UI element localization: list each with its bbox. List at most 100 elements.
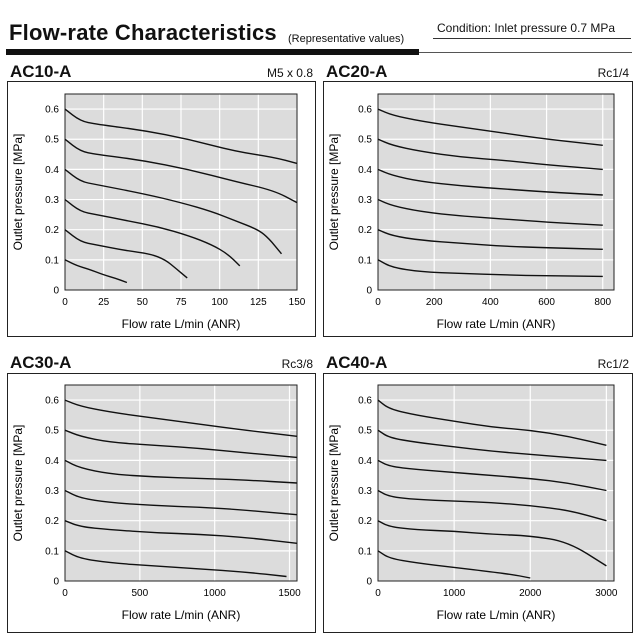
series-line-2 (377, 429, 607, 462)
series-line-6 (64, 550, 287, 578)
y-tick-label: 0.5 (45, 135, 59, 146)
series-line-4 (377, 198, 603, 226)
y-axis-label: Outlet pressure [MPa] (327, 425, 341, 542)
plot-area (378, 94, 614, 290)
panel-ac20-port: Rc1/4 (597, 66, 629, 80)
y-tick-label: 0 (53, 577, 59, 588)
panel-ac40-port: Rc1/2 (597, 357, 629, 371)
series-line-3 (377, 168, 603, 196)
panel-ac20-title: AC20-A (326, 62, 388, 81)
x-tick-label: 75 (175, 297, 187, 308)
y-tick-label: 0.5 (358, 426, 372, 437)
y-tick-label: 0.3 (358, 195, 372, 206)
test-condition: Condition: Inlet pressure 0.7 MPa (437, 21, 616, 35)
y-tick-label: 0.2 (45, 225, 59, 236)
series-line-5 (377, 229, 603, 250)
y-tick-label: 0.6 (45, 105, 59, 116)
series-line-1 (377, 108, 603, 146)
y-tick-label: 0.2 (358, 516, 372, 527)
x-tick-label: 2000 (519, 588, 542, 599)
panel-ac10-title: AC10-A (10, 62, 72, 81)
y-axis-label: Outlet pressure [MPa] (11, 425, 25, 542)
series-line-2 (64, 429, 298, 459)
chart-ac20: 0 200 400 600 800 0 0.1 0.2 0.3 0.4 0.5 0.6 Flow rat… (327, 93, 615, 331)
plot-frame (64, 93, 298, 291)
series-line-4 (377, 489, 607, 522)
y-tick-label: 0.1 (45, 546, 59, 557)
x-axis-label: Flow rate L/min (ANR) (122, 608, 241, 622)
series-line-3 (377, 459, 607, 492)
series-line-6 (377, 550, 531, 579)
series-line-5 (64, 229, 188, 279)
y-tick-label: 0.3 (45, 195, 59, 206)
y-tick-label: 0.1 (45, 255, 59, 266)
panel-ac30-title: AC30-A (10, 353, 72, 372)
series-line-1 (64, 399, 298, 437)
x-tick-label: 1000 (443, 588, 466, 599)
x-tick-label: 0 (62, 297, 68, 308)
series-line-1 (377, 399, 607, 446)
plot-frame (377, 93, 615, 291)
panel-ac40-frame: 0 1000 2000 3000 0 0.1 0.2 0.3 0.4 0.5 0.6 Flow rat… (323, 373, 633, 633)
condition-underline (433, 38, 631, 39)
page-subtitle: (Representative values) (288, 33, 405, 45)
x-tick-label: 0 (375, 588, 381, 599)
series-line-3 (64, 459, 298, 484)
x-tick-label: 500 (131, 588, 148, 599)
y-tick-label: 0.6 (358, 105, 372, 116)
x-tick-label: 0 (62, 588, 68, 599)
x-tick-label: 1500 (278, 588, 301, 599)
header-rule-thick (6, 49, 419, 55)
series-line-6 (377, 259, 603, 278)
panel-ac40-title: AC40-A (326, 353, 388, 372)
x-tick-label: 125 (250, 297, 267, 308)
y-tick-label: 0.4 (358, 165, 372, 176)
x-axis-label: Flow rate L/min (ANR) (437, 608, 556, 622)
y-tick-label: 0.6 (358, 396, 372, 407)
panel-ac30-port: Rc3/8 (281, 357, 313, 371)
plot-area (65, 385, 297, 581)
y-tick-label: 0.1 (358, 546, 372, 557)
y-tick-label: 0.3 (358, 486, 372, 497)
series-line-4 (64, 489, 298, 516)
x-tick-label: 0 (375, 297, 381, 308)
x-axis-label: Flow rate L/min (ANR) (437, 317, 556, 331)
y-tick-label: 0.4 (358, 456, 372, 467)
x-tick-label: 800 (594, 297, 611, 308)
series-line-3 (64, 168, 283, 255)
series-line-4 (64, 198, 241, 267)
panel-ac10-port: M5 x 0.8 (266, 66, 313, 80)
y-axis-label: Outlet pressure [MPa] (11, 134, 25, 251)
y-tick-label: 0.6 (45, 396, 59, 407)
series-line-5 (377, 520, 607, 567)
x-tick-label: 1000 (204, 588, 227, 599)
chart-ac30: 0 500 1000 1500 0 0.1 0.2 0.3 0.4 0.5 0.6 Flow rate… (11, 384, 301, 622)
x-tick-label: 25 (98, 297, 110, 308)
series-line-2 (64, 138, 298, 204)
y-tick-label: 0 (53, 286, 59, 297)
page-title: Flow-rate Characteristics (9, 20, 277, 45)
x-tick-label: 3000 (595, 588, 618, 599)
y-tick-label: 0.4 (45, 165, 59, 176)
panel-ac20-frame: 0 200 400 600 800 0 0.1 0.2 0.3 0.4 0.5 0.6 Flow rat… (323, 81, 633, 337)
chart-ac10: 0 25 50 75 100 125 150 0 0.1 0.2 0.3 0.4 0.5 0.6 Flow … (11, 93, 306, 331)
panel-ac30-frame: 0 500 1000 1500 0 0.1 0.2 0.3 0.4 0.5 0.6 Flow rate… (7, 373, 316, 633)
y-tick-label: 0 (366, 286, 372, 297)
x-tick-label: 400 (482, 297, 499, 308)
y-tick-label: 0.5 (358, 135, 372, 146)
x-axis-label: Flow rate L/min (ANR) (122, 317, 241, 331)
y-tick-label: 0.4 (45, 456, 59, 467)
plot-frame (377, 384, 615, 582)
series-line-2 (377, 138, 603, 171)
panel-ac10-frame: 0 25 50 75 100 125 150 0 0.1 0.2 0.3 0.4 0.5 0.6 Flow … (7, 81, 316, 337)
series-line-1 (64, 108, 298, 165)
plot-area (378, 385, 614, 581)
y-tick-label: 0.1 (358, 255, 372, 266)
x-tick-label: 100 (211, 297, 228, 308)
chart-ac40: 0 1000 2000 3000 0 0.1 0.2 0.3 0.4 0.5 0.6 Flow rat… (327, 384, 618, 622)
x-tick-label: 600 (538, 297, 555, 308)
y-tick-label: 0.5 (45, 426, 59, 437)
series-line-5 (64, 520, 298, 544)
header-rule-thin (419, 52, 632, 53)
x-tick-label: 50 (137, 297, 149, 308)
